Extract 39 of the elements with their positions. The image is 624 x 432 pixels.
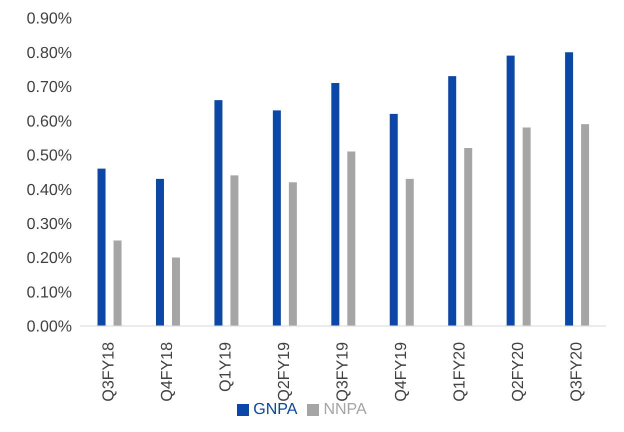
- y-tick-label: 0.60%: [26, 113, 72, 130]
- bar: [156, 178, 164, 326]
- x-tick-label: Q4FY19: [392, 342, 410, 402]
- legend-label: GNPA: [253, 401, 298, 418]
- bar: [288, 182, 297, 326]
- bar: [331, 83, 340, 326]
- y-tick-label: 0.90%: [26, 10, 72, 28]
- bar: [390, 114, 398, 326]
- bar: [172, 258, 180, 326]
- bar: [506, 56, 515, 326]
- bar: [581, 124, 590, 326]
- y-tick-label: 0.20%: [26, 250, 72, 268]
- y-tick-label: 0.00%: [26, 318, 72, 336]
- x-tick-label: Q3FY18: [100, 342, 118, 402]
- bar: [448, 76, 456, 326]
- y-tick-label: 0.30%: [26, 216, 72, 234]
- x-tick-label: Q1Y19: [218, 342, 235, 392]
- bar: [347, 151, 356, 326]
- x-tick-label: Q4FY18: [159, 342, 176, 402]
- bar: [214, 100, 222, 326]
- bar: [98, 168, 106, 326]
- bar: [565, 52, 574, 326]
- bar: [464, 148, 472, 326]
- legend-label: NNPA: [323, 401, 367, 418]
- y-tick-label: 0.80%: [26, 44, 72, 62]
- x-tick-label: Q3FY19: [334, 342, 352, 402]
- y-tick-label: 0.70%: [26, 79, 72, 96]
- y-tick-label: 0.40%: [26, 182, 72, 199]
- bar: [522, 128, 531, 326]
- bar: [114, 240, 122, 326]
- y-tick-label: 0.10%: [26, 284, 72, 302]
- y-tick-label: 0.50%: [26, 148, 72, 165]
- x-tick-label: Q2FY19: [276, 342, 294, 402]
- bar: [406, 178, 414, 326]
- x-tick-label: Q3FY20: [568, 342, 586, 402]
- bar: [230, 175, 238, 326]
- x-tick-label: Q1FY20: [451, 342, 468, 402]
- x-tick-label: Q2FY20: [510, 342, 527, 402]
- bar: [272, 110, 281, 326]
